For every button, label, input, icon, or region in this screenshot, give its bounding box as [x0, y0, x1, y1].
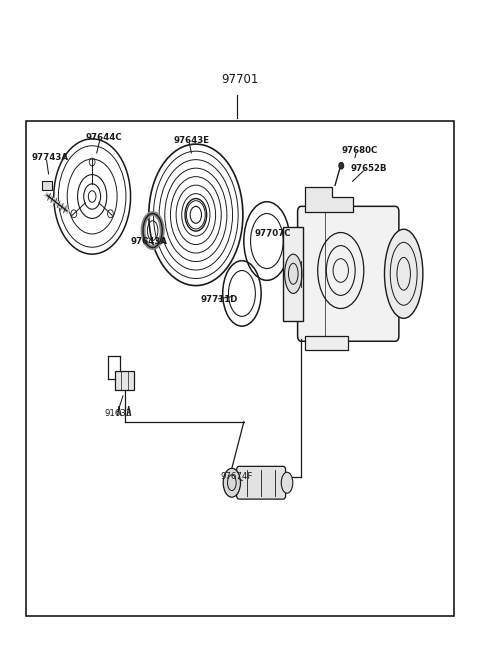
- Text: 97743A: 97743A: [31, 153, 68, 162]
- Text: 97644C: 97644C: [85, 133, 122, 142]
- Text: 97701: 97701: [221, 73, 259, 86]
- Polygon shape: [305, 187, 353, 212]
- Circle shape: [339, 162, 344, 169]
- FancyBboxPatch shape: [305, 336, 348, 350]
- FancyBboxPatch shape: [42, 181, 52, 190]
- Text: 97680C: 97680C: [342, 146, 378, 155]
- FancyBboxPatch shape: [283, 227, 303, 321]
- Text: 97674F: 97674F: [221, 472, 253, 481]
- Text: 97707C: 97707C: [254, 229, 291, 238]
- Ellipse shape: [281, 472, 293, 493]
- FancyBboxPatch shape: [115, 371, 134, 390]
- FancyBboxPatch shape: [298, 206, 399, 341]
- Text: 97643A: 97643A: [131, 236, 168, 246]
- Text: 97711D: 97711D: [201, 295, 238, 304]
- Ellipse shape: [384, 229, 423, 318]
- Ellipse shape: [285, 254, 302, 293]
- FancyBboxPatch shape: [237, 466, 286, 499]
- Ellipse shape: [223, 468, 240, 497]
- Text: 97652B: 97652B: [350, 164, 387, 174]
- Text: 97643E: 97643E: [174, 136, 210, 145]
- Text: 91633: 91633: [105, 409, 132, 419]
